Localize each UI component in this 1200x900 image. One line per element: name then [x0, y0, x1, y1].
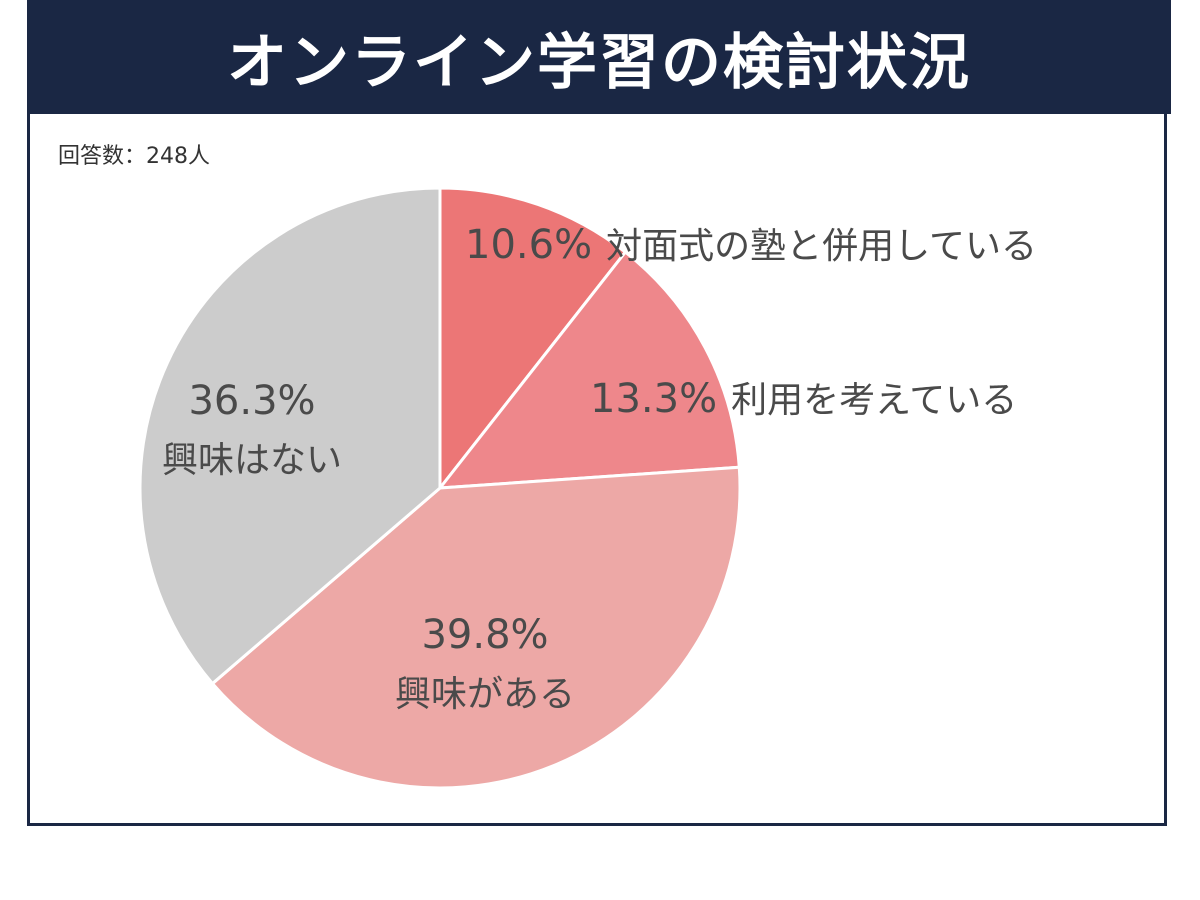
- slice-category-label-2: 利用を考えている: [731, 380, 1017, 421]
- respondent-count: 回答数：248人: [58, 144, 210, 169]
- slice-category-label-3: 興味がある: [395, 674, 575, 715]
- title-bar: オンライン学習の検討状況: [27, 0, 1171, 114]
- slice-value-label-2: 13.3%: [590, 376, 717, 422]
- slice-category-label-1: 対面式の塾と併用している: [606, 226, 1037, 267]
- pie-slice-1: [438, 186, 628, 493]
- pie-slice-3: [210, 465, 742, 790]
- slice-label-2: 13.3% 利用を考えている: [590, 376, 1017, 422]
- slice-label-1: 10.6% 対面式の塾と併用している: [465, 222, 1037, 268]
- chart-title: オンライン学習の検討状況: [227, 27, 971, 98]
- slice-value-label-1: 10.6%: [465, 222, 592, 268]
- slice-value-label-4: 36.3%: [188, 378, 315, 424]
- slice-category-label-4: 興味はない: [162, 440, 342, 481]
- pie-slice-4: [138, 186, 442, 686]
- pie-slice-2: [436, 250, 741, 490]
- slice-value-label-3: 39.8%: [421, 612, 548, 658]
